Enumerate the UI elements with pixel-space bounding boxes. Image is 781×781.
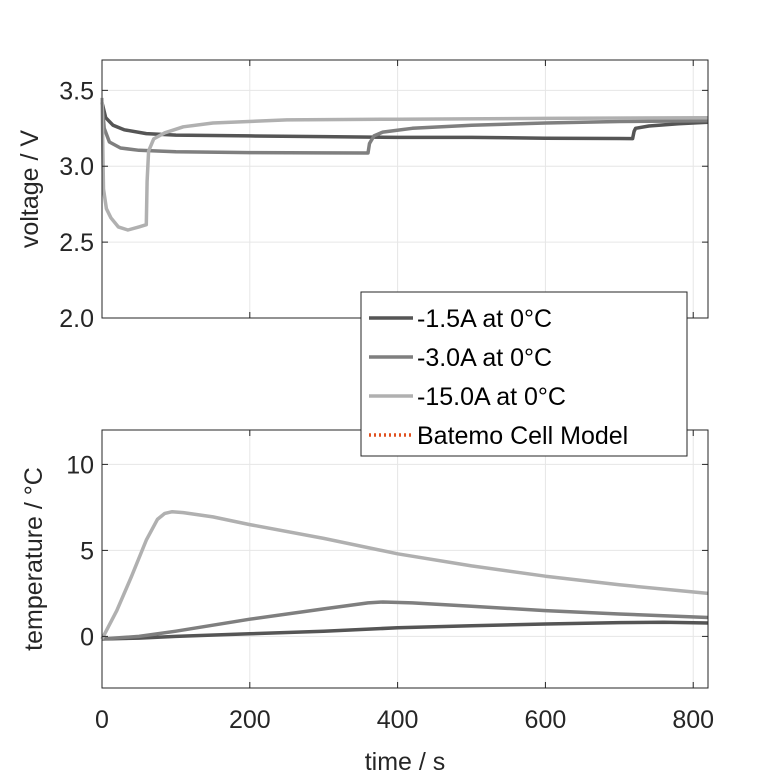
y-axis-label: temperature / °C xyxy=(20,467,48,651)
series-line xyxy=(101,600,709,641)
plot-area xyxy=(102,60,708,318)
series-line xyxy=(100,509,709,640)
legend-label: -15.0A at 0°C xyxy=(417,383,566,411)
temperature-panel: 0 200 400 600 800 0 5 10 temperature / °C time / … xyxy=(20,429,714,776)
legend-label: Batemo Cell Model xyxy=(417,422,628,450)
x-tick-label: 0 xyxy=(95,706,109,734)
x-tick-label: 600 xyxy=(525,706,567,734)
series-line xyxy=(100,102,709,155)
legend-label: -1.5A at 0°C xyxy=(417,305,552,333)
y-tick-label: 0 xyxy=(80,623,94,651)
y-tick-label: 3.5 xyxy=(59,77,94,105)
voltage-panel: 2.0 2.5 3.0 3.5 voltage / V xyxy=(16,59,709,333)
series-line xyxy=(101,620,709,641)
series-line xyxy=(100,102,709,141)
y-axis-label: voltage / V xyxy=(16,130,44,248)
x-tick-label: 200 xyxy=(229,706,271,734)
series-line xyxy=(100,97,709,232)
y-tick-label: 2.0 xyxy=(59,305,94,333)
legend: -1.5A at 0°C -3.0A at 0°C -15.0A at 0°C Bat… xyxy=(360,291,688,457)
legend-box xyxy=(360,291,688,457)
x-tick-label: 800 xyxy=(672,706,714,734)
legend-label: -3.0A at 0°C xyxy=(417,344,552,372)
plot-area xyxy=(102,430,708,688)
y-tick-label: 2.5 xyxy=(59,229,94,257)
y-tick-label: 3.0 xyxy=(59,153,94,181)
x-axis-label: time / s xyxy=(365,748,446,776)
y-tick-label: 10 xyxy=(66,451,94,479)
x-tick-label: 400 xyxy=(377,706,419,734)
y-tick-label: 5 xyxy=(80,537,94,565)
